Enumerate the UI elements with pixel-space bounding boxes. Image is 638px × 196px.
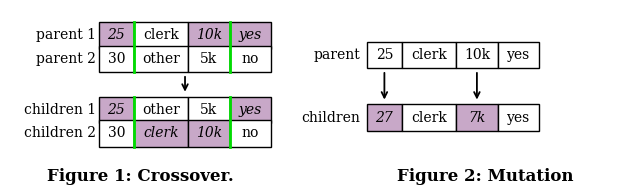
Text: children 2: children 2 [24,126,96,140]
Text: 27: 27 [376,111,393,125]
Text: 25: 25 [376,48,393,62]
Text: 10k: 10k [196,28,222,42]
Text: 5k: 5k [200,103,218,117]
Text: 10k: 10k [196,126,222,140]
Text: children 1: children 1 [24,103,96,117]
Bar [99,96,134,123]
Text: 30: 30 [108,52,125,66]
Text: clerk: clerk [144,126,179,140]
Text: no: no [242,52,259,66]
Bar [134,96,188,123]
Bar [230,120,271,147]
Bar [99,120,134,147]
Text: yes: yes [507,48,530,62]
Bar [498,104,539,131]
Bar [498,42,539,68]
Text: 30: 30 [108,126,125,140]
Text: 10k: 10k [464,48,490,62]
Text: yes: yes [239,28,262,42]
Bar [99,46,134,72]
Bar [134,22,188,49]
Text: children: children [302,111,360,125]
Text: parent 1: parent 1 [36,28,96,42]
Text: clerk: clerk [411,48,447,62]
Text: Figure 2: Mutation: Figure 2: Mutation [397,168,573,185]
Bar [367,104,402,131]
Text: parent 2: parent 2 [36,52,96,66]
Bar [188,96,230,123]
Text: clerk: clerk [411,111,447,125]
Bar [402,104,456,131]
Text: yes: yes [507,111,530,125]
Text: 7k: 7k [468,111,486,125]
Text: 25: 25 [108,28,125,42]
Text: 5k: 5k [200,52,218,66]
Bar [188,120,230,147]
Text: yes: yes [239,103,262,117]
Text: parent: parent [314,48,360,62]
Bar [134,46,188,72]
Bar [134,120,188,147]
Bar [456,104,498,131]
Text: clerk: clerk [143,28,179,42]
Bar [402,42,456,68]
Text: Figure 1: Crossover.: Figure 1: Crossover. [47,168,234,185]
Bar [188,46,230,72]
Bar [230,22,271,49]
Text: no: no [242,126,259,140]
Bar [456,42,498,68]
Bar [230,96,271,123]
Bar [367,42,402,68]
Text: 25: 25 [108,103,125,117]
Bar [188,22,230,49]
Text: other: other [142,52,180,66]
Text: other: other [142,103,180,117]
Bar [230,46,271,72]
Bar [99,22,134,49]
